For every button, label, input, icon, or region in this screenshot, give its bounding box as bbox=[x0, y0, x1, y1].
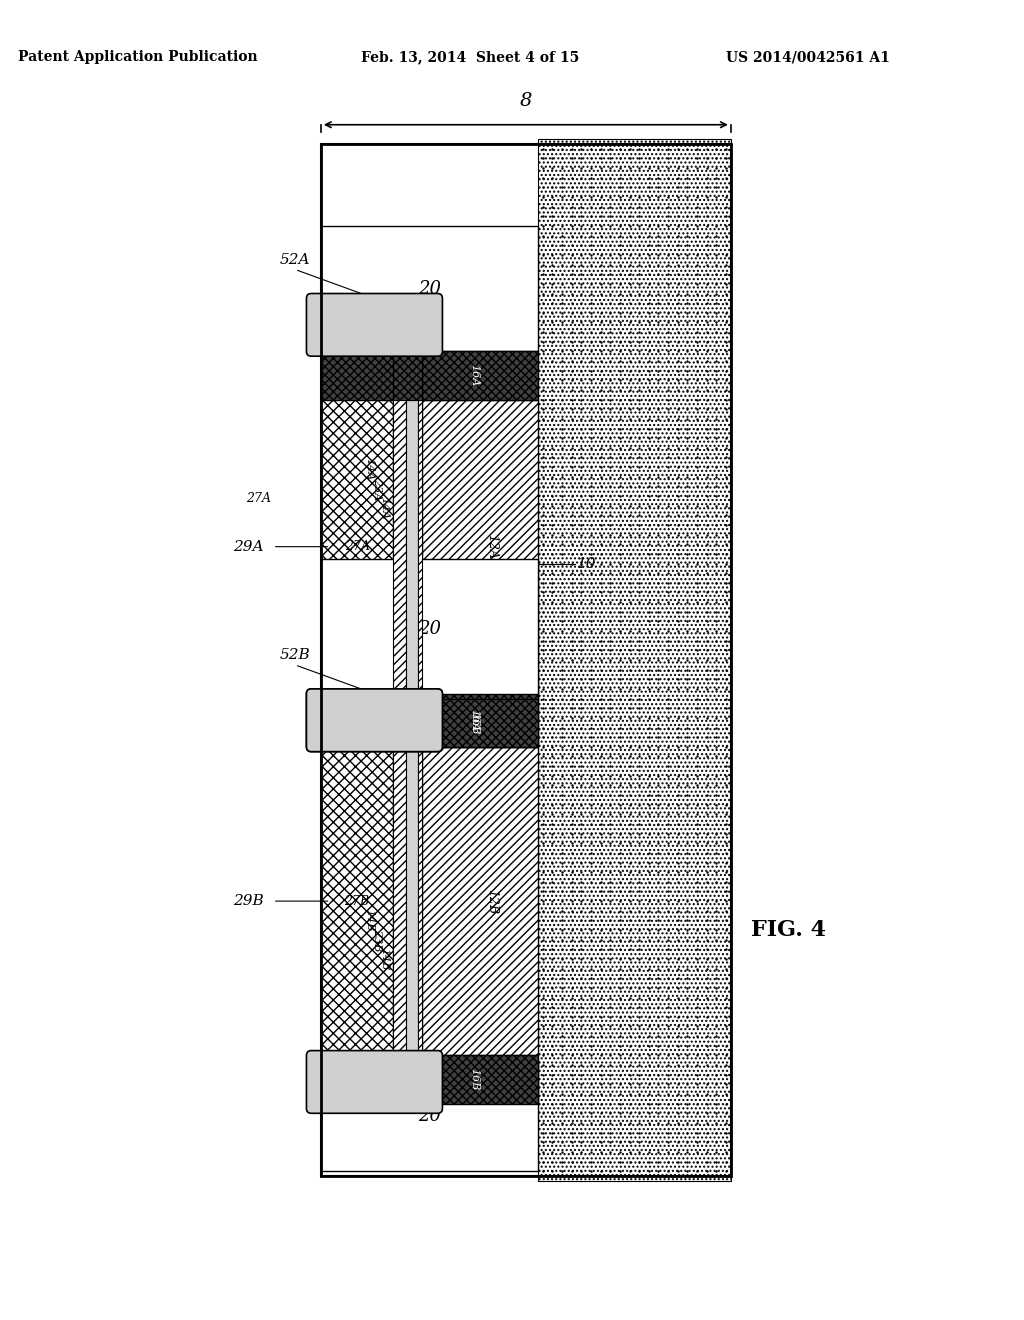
Text: 20: 20 bbox=[418, 619, 441, 638]
Text: 16A: 16A bbox=[469, 709, 479, 731]
Bar bbox=[422, 747, 538, 1056]
Text: 16A: 16A bbox=[469, 364, 479, 387]
Text: 12A: 12A bbox=[485, 535, 498, 560]
Text: 12B: 12B bbox=[485, 888, 498, 913]
Bar bbox=[419, 400, 422, 694]
Bar bbox=[422, 698, 538, 747]
Bar bbox=[406, 400, 419, 694]
Text: 14A: 14A bbox=[380, 496, 389, 519]
FancyBboxPatch shape bbox=[306, 293, 442, 356]
Text: 14B: 14B bbox=[365, 909, 374, 932]
Text: 23A: 23A bbox=[372, 478, 382, 500]
Text: Feb. 13, 2014  Sheet 4 of 15: Feb. 13, 2014 Sheet 4 of 15 bbox=[361, 50, 580, 65]
Text: 27B: 27B bbox=[344, 895, 370, 908]
Text: 29A: 29A bbox=[233, 540, 264, 553]
Bar bbox=[538, 139, 731, 1181]
Text: 52B: 52B bbox=[280, 648, 310, 663]
Bar bbox=[419, 747, 422, 1056]
Text: 8: 8 bbox=[519, 92, 532, 111]
Text: 14A: 14A bbox=[365, 458, 374, 480]
Text: 10: 10 bbox=[577, 557, 596, 570]
Bar bbox=[321, 351, 393, 400]
Text: Patent Application Publication: Patent Application Publication bbox=[17, 50, 257, 65]
Text: 20: 20 bbox=[418, 1106, 441, 1125]
Text: 27A: 27A bbox=[246, 492, 270, 506]
Bar bbox=[321, 558, 538, 698]
FancyBboxPatch shape bbox=[306, 1051, 442, 1113]
Text: 16B: 16B bbox=[469, 1068, 479, 1090]
Text: 14B: 14B bbox=[380, 948, 389, 970]
Text: US 2014/0042561 A1: US 2014/0042561 A1 bbox=[726, 50, 890, 65]
Text: 20: 20 bbox=[418, 280, 441, 298]
Bar bbox=[393, 351, 422, 400]
Text: 27A: 27A bbox=[345, 540, 370, 553]
FancyBboxPatch shape bbox=[306, 689, 442, 751]
Text: 23B: 23B bbox=[372, 928, 382, 950]
Bar bbox=[422, 694, 538, 747]
Bar bbox=[422, 400, 538, 694]
Bar bbox=[422, 351, 538, 400]
Bar bbox=[422, 1056, 538, 1104]
Bar bbox=[321, 226, 538, 351]
Bar bbox=[321, 694, 393, 747]
Text: FIG. 4: FIG. 4 bbox=[752, 919, 826, 941]
Bar bbox=[393, 747, 406, 1056]
Bar bbox=[321, 144, 731, 1176]
Bar bbox=[406, 747, 419, 1056]
Bar bbox=[321, 1056, 393, 1104]
Bar bbox=[393, 400, 406, 694]
Bar bbox=[393, 1056, 422, 1104]
Bar bbox=[321, 698, 393, 747]
Text: 16B: 16B bbox=[469, 711, 479, 734]
Bar bbox=[321, 400, 393, 694]
FancyBboxPatch shape bbox=[306, 689, 442, 751]
Bar bbox=[321, 144, 731, 1176]
Text: 52A: 52A bbox=[280, 252, 310, 267]
Bar bbox=[321, 747, 393, 1056]
Bar bbox=[393, 698, 422, 747]
Text: 29B: 29B bbox=[233, 894, 264, 908]
Bar bbox=[321, 1060, 538, 1171]
Bar bbox=[393, 694, 422, 747]
